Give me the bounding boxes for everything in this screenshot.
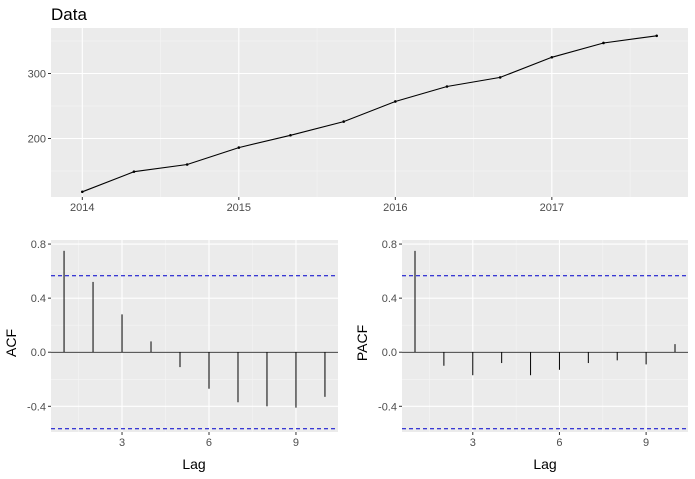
data-point: [550, 55, 554, 59]
pacf-xlabel: Lag: [533, 456, 556, 472]
ts-y-tick-label: 300: [28, 69, 46, 81]
acf-panel: -0.4 0.0 0.4 0.8 3 6 9: [27, 239, 338, 449]
acf-xlabel: Lag: [182, 456, 205, 472]
data-point: [394, 100, 397, 103]
data-point: [237, 146, 241, 149]
acf-ylabel: ACF: [3, 329, 19, 357]
pacf-panel: -0.4 0.0 0.4 0.8 3 6 9: [378, 239, 688, 449]
acf-plot-background: [51, 240, 338, 432]
pacf-x-tick-label: 3: [470, 437, 476, 449]
acf-x-tick-label: 9: [293, 437, 299, 449]
ts-x-tick-label: 2016: [383, 202, 407, 214]
ts-y-tick-label: 200: [28, 134, 46, 146]
pacf-y-tick-label: -0.4: [378, 401, 397, 413]
ts-x-tick-label: 2015: [227, 202, 251, 214]
data-point: [498, 76, 502, 79]
data-point: [132, 170, 136, 173]
data-point: [445, 85, 449, 88]
data-point: [342, 120, 345, 123]
data-point: [81, 190, 84, 194]
pacf-x-tick-label: 6: [556, 437, 562, 449]
acf-y-tick-label: 0.8: [31, 239, 46, 251]
ts-x-tick-label: 2014: [70, 202, 94, 214]
data-point: [602, 41, 605, 45]
acf-y-tick-label: 0.4: [31, 293, 46, 305]
pacf-plot-background: [402, 240, 688, 432]
series-line: [82, 35, 657, 193]
pacf-y-tick-label: 0.0: [382, 347, 397, 359]
chart-title: Data: [51, 5, 87, 24]
acf-x-tick-label: 6: [206, 437, 212, 449]
pacf-x-tick-label: 9: [643, 437, 649, 449]
acf-y-tick-label: -0.4: [27, 401, 46, 413]
data-point: [655, 34, 658, 38]
ts-x-tick-label: 2017: [540, 202, 564, 214]
acf-x-tick-label: 3: [119, 437, 125, 449]
data-point: [289, 133, 292, 137]
acf-y-tick-label: 0.0: [31, 347, 46, 359]
pacf-y-tick-label: 0.4: [382, 293, 397, 305]
ts-plot-background: [51, 28, 688, 197]
pacf-y-tick-label: 0.8: [382, 239, 397, 251]
pacf-ylabel: PACF: [354, 325, 370, 361]
time-series-panel: 200 300 2014 2015 2016 2017: [28, 28, 688, 214]
data-point: [185, 163, 189, 166]
